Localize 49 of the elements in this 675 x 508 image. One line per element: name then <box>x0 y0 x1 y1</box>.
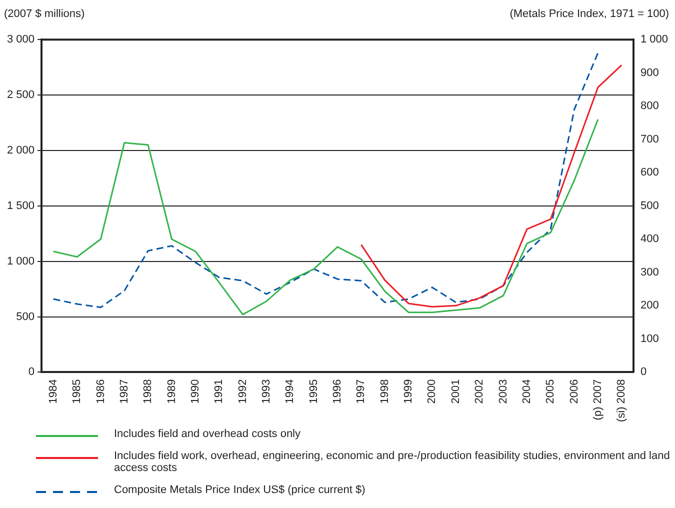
x-tick-label: 1990 <box>189 379 202 404</box>
x-tick-label: 1995 <box>308 379 320 404</box>
x-tick-label: 1986 <box>94 379 107 404</box>
y-tick-label: 1 000 <box>6 255 35 268</box>
y2-tick-label: 700 <box>640 133 659 146</box>
x-tick-label: 2006 <box>568 379 580 404</box>
x-tick-label: 1998 <box>378 379 391 404</box>
y-tick-label: 3 000 <box>6 34 35 46</box>
x-tick-label: 1989 <box>166 379 178 404</box>
y2-tick-label: 1 000 <box>640 34 668 46</box>
y2-axis-title: (Metals Price Index, 1971 = 100) <box>510 8 669 20</box>
x-tick-label: (p) 2007 <box>592 379 604 420</box>
x-tick-label: 1987 <box>118 379 130 404</box>
x-tick-label: 1985 <box>71 379 84 404</box>
y2-tick-label: 900 <box>640 66 659 79</box>
x-tick-label: 2001 <box>450 379 462 404</box>
legend-label: Composite Metals Price Index US$ (price current $) <box>114 484 366 496</box>
y2-tick-label: 400 <box>640 233 659 246</box>
y-tick-label: 2 000 <box>6 144 35 156</box>
y2-tick-label: 600 <box>640 166 659 179</box>
x-tick-label: 1991 <box>213 379 226 404</box>
y2-tick-label: 0 <box>640 366 647 378</box>
y-tick-label: 500 <box>16 310 35 323</box>
x-tick-label: 1997 <box>355 379 368 404</box>
x-tick-label: 2003 <box>497 379 510 404</box>
x-tick-label: 1988 <box>142 379 154 404</box>
x-tick-label: 1993 <box>260 379 272 404</box>
y-axis-title: (2007 $ millions) <box>4 8 85 20</box>
x-tick-label: 1984 <box>47 379 60 404</box>
x-tick-label: 2005 <box>544 379 557 404</box>
y2-tick-label: 100 <box>640 332 659 345</box>
y2-tick-label: 500 <box>640 200 659 212</box>
y-tick-label: 0 <box>28 366 35 378</box>
x-tick-label: 2000 <box>426 379 438 404</box>
x-tick-label: 1992 <box>236 379 249 404</box>
y2-tick-label: 800 <box>640 100 659 112</box>
x-tick-label: (si) 2008 <box>616 379 628 422</box>
legend-label: Includes field work, overhead, engineering, economic and pre-/production feasibility studies, environment and land access costs <box>114 450 671 474</box>
y-tick-label: 2 500 <box>6 89 35 102</box>
x-tick-label: 1996 <box>332 379 344 404</box>
line-series <box>52 52 599 308</box>
x-tick-label: 2002 <box>474 379 486 404</box>
x-tick-label: 1999 <box>402 379 415 404</box>
y2-tick-label: 200 <box>640 300 659 312</box>
x-tick-label: 1994 <box>284 379 296 404</box>
x-tick-label: 2004 <box>520 379 533 404</box>
legend-label: Includes field and overhead costs only <box>114 428 301 440</box>
y2-tick-label: 300 <box>640 266 659 278</box>
y-tick-label: 1 500 <box>6 200 35 212</box>
